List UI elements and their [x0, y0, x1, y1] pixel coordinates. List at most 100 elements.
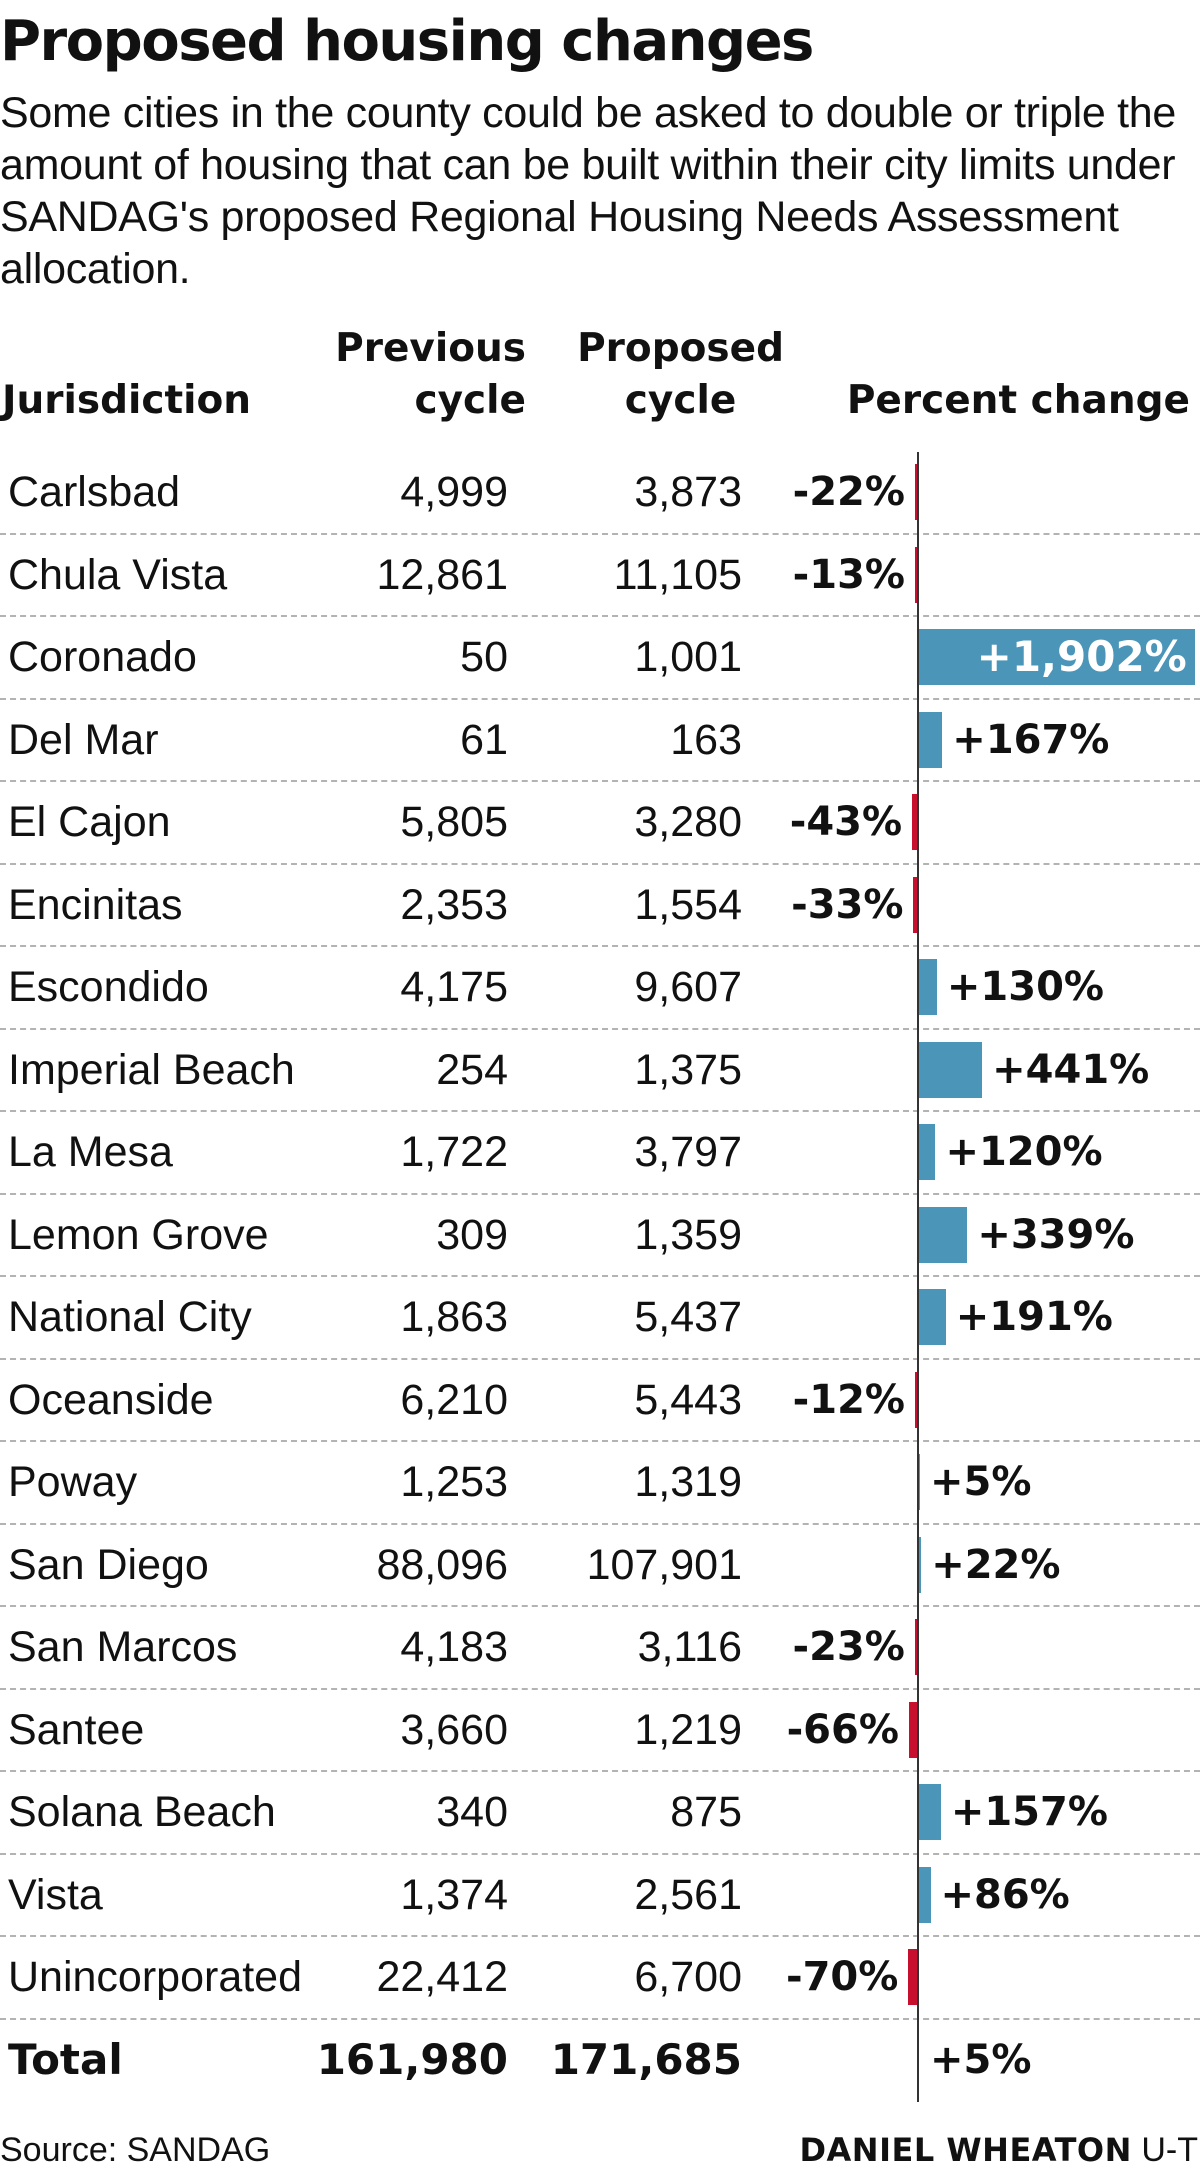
previous-cycle-cell: 4,999: [400, 468, 508, 516]
proposed-cycle-cell: 1,219: [634, 1705, 742, 1754]
decrease-bar: [913, 876, 918, 933]
table-row: Encinitas 2,353 1,554 -33%: [0, 865, 1200, 947]
proposed-cycle-cell: 3,280: [634, 798, 742, 846]
jurisdiction-cell: Total: [8, 2034, 123, 2084]
percent-change-label: +1,902%: [976, 632, 1187, 681]
previous-cycle-cell: 1,863: [400, 1293, 508, 1341]
percent-change-label: +191%: [955, 1294, 1113, 1340]
percent-change-label: +130%: [946, 964, 1104, 1010]
jurisdiction-cell: Carlsbad: [8, 468, 181, 516]
percent-change-label: +5%: [930, 1459, 1032, 1505]
percent-change-label: +86%: [940, 1871, 1070, 1918]
jurisdiction-cell: National City: [8, 1293, 252, 1341]
table-row: Imperial Beach 254 1,375 +441%: [0, 1030, 1200, 1112]
proposed-cycle-cell: 3,116: [637, 1623, 742, 1671]
percent-change-label: +5%: [930, 2036, 1032, 2083]
decrease-bar: [914, 464, 918, 520]
jurisdiction-cell: San Diego: [8, 1540, 209, 1589]
previous-cycle-cell: 1,374: [400, 1870, 508, 1919]
table-row: Oceanside 6,210 5,443 -12%: [0, 1360, 1200, 1442]
chart-subtitle: Some cities in the county could be asked…: [0, 89, 1176, 293]
previous-cycle-cell: 61: [460, 715, 508, 764]
decrease-bar: [915, 1371, 918, 1428]
previous-cycle-cell: 254: [436, 1045, 508, 1094]
percent-change-label: -43%: [789, 799, 903, 845]
previous-cycle-cell: 6,210: [400, 1375, 508, 1424]
table-row: Unincorporated 22,412 6,700 -70%: [0, 1937, 1200, 2020]
proposed-cycle-cell: 5,443: [634, 1375, 742, 1424]
increase-bar: [918, 1866, 931, 1923]
jurisdiction-cell: Santee: [8, 1705, 145, 1754]
decrease-bar: [915, 546, 918, 603]
table-row: Solana Beach 340 875 +157%: [0, 1772, 1200, 1855]
chart-title: Proposed housing changes: [0, 9, 814, 74]
proposed-cycle-cell: 2,561: [634, 1870, 742, 1919]
increase-bar: [918, 711, 943, 768]
increase-bar: [918, 1536, 922, 1593]
jurisdiction-cell: Vista: [8, 1870, 103, 1919]
previous-cycle-cell: 161,980: [316, 2034, 508, 2084]
table-row: Coronado 50 1,001 +1,902%: [0, 617, 1200, 700]
proposed-cycle-cell: 163: [670, 715, 742, 764]
jurisdiction-cell: El Cajon: [8, 798, 171, 846]
jurisdiction-cell: Lemon Grove: [8, 1210, 269, 1259]
table-row: La Mesa 1,722 3,797 +120%: [0, 1112, 1200, 1195]
percent-change-label: -13%: [792, 551, 905, 598]
byline-name: DANIEL WHEATON: [799, 2131, 1132, 2169]
proposed-cycle-cell: 3,797: [634, 1128, 742, 1176]
increase-bar: [918, 1454, 920, 1510]
increase-bar: [918, 1041, 983, 1098]
jurisdiction-cell: Unincorporated: [8, 1953, 303, 2001]
decrease-bar: [912, 794, 918, 850]
increase-bar: [918, 1289, 946, 1345]
header-previous-cycle: Previous cycle: [335, 326, 526, 423]
previous-cycle-cell: 4,183: [400, 1623, 508, 1671]
proposed-cycle-cell: 875: [670, 1788, 742, 1836]
table-row: San Marcos 4,183 3,116 -23%: [0, 1607, 1200, 1690]
jurisdiction-cell: Del Mar: [8, 715, 159, 764]
percent-change-label: -12%: [792, 1376, 905, 1423]
previous-cycle-cell: 5,805: [400, 798, 508, 846]
jurisdiction-cell: Oceanside: [8, 1375, 214, 1424]
proposed-cycle-cell: 1,554: [634, 880, 742, 929]
previous-cycle-cell: 2,353: [400, 880, 508, 929]
previous-cycle-cell: 4,175: [400, 963, 508, 1011]
decrease-bar: [908, 1701, 918, 1758]
table-row: El Cajon 5,805 3,280 -43%: [0, 782, 1200, 865]
previous-cycle-cell: 22,412: [376, 1953, 508, 2001]
table-row: Lemon Grove 309 1,359 +339%: [0, 1195, 1200, 1277]
table-row: San Diego 88,096 107,901 +22%: [0, 1525, 1200, 1607]
percent-change-label: +157%: [950, 1789, 1108, 1835]
total-row: Total 161,980 171,685 +5%: [0, 2020, 1200, 2103]
byline: DANIEL WHEATON U-T: [799, 2130, 1198, 2170]
proposed-cycle-cell: 9,607: [634, 963, 742, 1011]
data-table: Carlsbad 4,999 3,873 -22% Chula Vista 12,861 1…: [0, 452, 1200, 2102]
previous-cycle-cell: 1,722: [400, 1128, 508, 1176]
previous-cycle-cell: 88,096: [376, 1540, 508, 1589]
percent-change-label: -66%: [786, 1706, 899, 1753]
proposed-cycle-cell: 1,001: [634, 633, 742, 681]
previous-cycle-cell: 3,660: [400, 1705, 508, 1754]
table-row: Carlsbad 4,999 3,873 -22%: [0, 452, 1200, 535]
table-row: Poway 1,253 1,319 +5%: [0, 1442, 1200, 1525]
table-row: Chula Vista 12,861 11,105 -13%: [0, 535, 1200, 617]
proposed-cycle-cell: 5,437: [634, 1293, 742, 1341]
previous-cycle-cell: 12,861: [376, 550, 508, 599]
increase-bar: [918, 629, 1195, 685]
previous-cycle-cell: 309: [436, 1210, 508, 1259]
table-row: National City 1,863 5,437 +191%: [0, 1277, 1200, 1360]
jurisdiction-cell: Imperial Beach: [8, 1045, 295, 1094]
increase-bar: [918, 1206, 968, 1263]
percent-change-label: +22%: [931, 1541, 1061, 1588]
jurisdiction-cell: Solana Beach: [8, 1788, 276, 1836]
proposed-cycle-cell: 1,359: [634, 1210, 742, 1259]
increase-bar: [918, 959, 937, 1015]
proposed-cycle-cell: 107,901: [586, 1540, 742, 1589]
decrease-bar: [908, 1949, 918, 2005]
percent-change-label: -23%: [792, 1624, 905, 1670]
percent-change-label: -22%: [792, 469, 905, 515]
table-row: Santee 3,660 1,219 -66%: [0, 1690, 1200, 1772]
percent-change-label: +167%: [952, 716, 1110, 763]
previous-cycle-cell: 1,253: [400, 1458, 508, 1506]
table-row: Escondido 4,175 9,607 +130%: [0, 947, 1200, 1030]
